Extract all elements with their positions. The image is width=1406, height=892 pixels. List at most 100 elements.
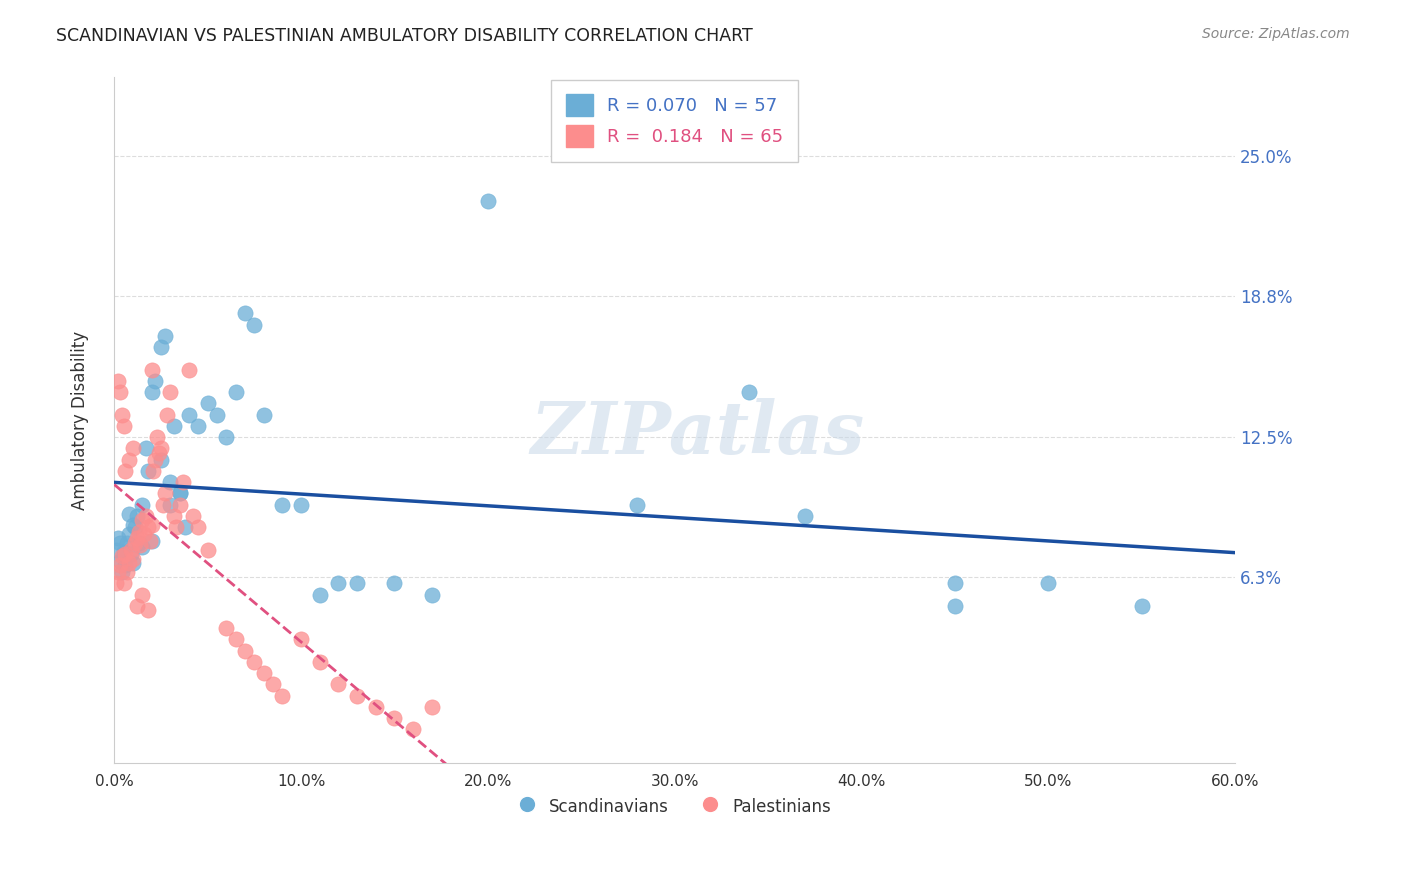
Point bbox=[290, 498, 312, 512]
Point bbox=[163, 418, 186, 433]
Point bbox=[1038, 576, 1060, 591]
Point bbox=[114, 558, 136, 573]
Point bbox=[138, 533, 160, 548]
Point bbox=[111, 408, 134, 422]
Point bbox=[128, 536, 150, 550]
Point bbox=[243, 318, 266, 332]
Point bbox=[271, 689, 294, 703]
Point bbox=[384, 711, 406, 725]
Point bbox=[135, 508, 157, 523]
Point bbox=[794, 508, 817, 523]
Point bbox=[174, 520, 197, 534]
Point bbox=[118, 526, 141, 541]
Point bbox=[290, 632, 312, 647]
Point bbox=[125, 508, 148, 523]
Point bbox=[136, 520, 159, 534]
Point bbox=[112, 545, 135, 559]
Point bbox=[107, 565, 129, 579]
Point bbox=[253, 666, 276, 681]
Point bbox=[205, 408, 228, 422]
Point bbox=[271, 498, 294, 512]
Point bbox=[146, 430, 169, 444]
Point bbox=[149, 452, 172, 467]
Point bbox=[114, 464, 136, 478]
Point bbox=[107, 374, 129, 388]
Point bbox=[328, 677, 350, 691]
Point bbox=[129, 538, 152, 552]
Point bbox=[169, 486, 191, 500]
Point bbox=[112, 576, 135, 591]
Point bbox=[233, 644, 256, 658]
Point bbox=[215, 430, 238, 444]
Point bbox=[169, 486, 191, 500]
Point bbox=[943, 599, 966, 613]
Point bbox=[153, 329, 176, 343]
Point bbox=[308, 587, 330, 601]
Point bbox=[108, 536, 131, 550]
Point bbox=[131, 513, 153, 527]
Point bbox=[346, 576, 368, 591]
Point bbox=[149, 442, 172, 456]
Point bbox=[117, 536, 139, 550]
Point bbox=[107, 531, 129, 545]
Point bbox=[141, 362, 163, 376]
Point bbox=[943, 576, 966, 591]
Point bbox=[225, 632, 247, 647]
Point bbox=[122, 551, 145, 566]
Point bbox=[120, 547, 142, 561]
Point bbox=[112, 549, 135, 564]
Point bbox=[112, 418, 135, 433]
Point bbox=[346, 689, 368, 703]
Point bbox=[177, 362, 200, 376]
Text: SCANDINAVIAN VS PALESTINIAN AMBULATORY DISABILITY CORRELATION CHART: SCANDINAVIAN VS PALESTINIAN AMBULATORY D… bbox=[56, 27, 754, 45]
Point bbox=[153, 486, 176, 500]
Point bbox=[105, 542, 128, 557]
Point bbox=[117, 565, 139, 579]
Point bbox=[197, 396, 219, 410]
Point bbox=[111, 549, 134, 564]
Point bbox=[328, 576, 350, 591]
Point bbox=[141, 385, 163, 400]
Point bbox=[125, 531, 148, 545]
Point bbox=[152, 498, 174, 512]
Text: Source: ZipAtlas.com: Source: ZipAtlas.com bbox=[1202, 27, 1350, 41]
Point bbox=[128, 524, 150, 539]
Point bbox=[159, 475, 181, 489]
Point bbox=[118, 452, 141, 467]
Point bbox=[143, 374, 166, 388]
Point bbox=[626, 498, 648, 512]
Point bbox=[105, 576, 128, 591]
Point bbox=[141, 517, 163, 532]
Text: ZIPatlas: ZIPatlas bbox=[530, 399, 865, 469]
Point bbox=[477, 194, 499, 208]
Point bbox=[108, 558, 131, 573]
Point bbox=[122, 442, 145, 456]
Point bbox=[177, 408, 200, 422]
Point bbox=[262, 677, 284, 691]
Point bbox=[120, 542, 142, 557]
Point bbox=[136, 603, 159, 617]
Point bbox=[402, 723, 425, 737]
Point bbox=[131, 498, 153, 512]
Point bbox=[308, 655, 330, 669]
Point bbox=[197, 542, 219, 557]
Point bbox=[108, 385, 131, 400]
Point bbox=[122, 556, 145, 570]
Point bbox=[420, 587, 443, 601]
Point bbox=[187, 520, 209, 534]
Point bbox=[225, 385, 247, 400]
Point bbox=[165, 520, 187, 534]
Point bbox=[131, 587, 153, 601]
Legend: Scandinavians, Palestinians: Scandinavians, Palestinians bbox=[512, 789, 838, 823]
Point bbox=[131, 541, 153, 555]
Point bbox=[122, 517, 145, 532]
Point bbox=[233, 306, 256, 320]
Point bbox=[118, 556, 141, 570]
Point bbox=[187, 418, 209, 433]
Point bbox=[125, 599, 148, 613]
Point bbox=[141, 533, 163, 548]
Point bbox=[108, 554, 131, 568]
Point bbox=[155, 408, 177, 422]
Y-axis label: Ambulatory Disability: Ambulatory Disability bbox=[72, 331, 89, 510]
Point bbox=[148, 446, 170, 460]
